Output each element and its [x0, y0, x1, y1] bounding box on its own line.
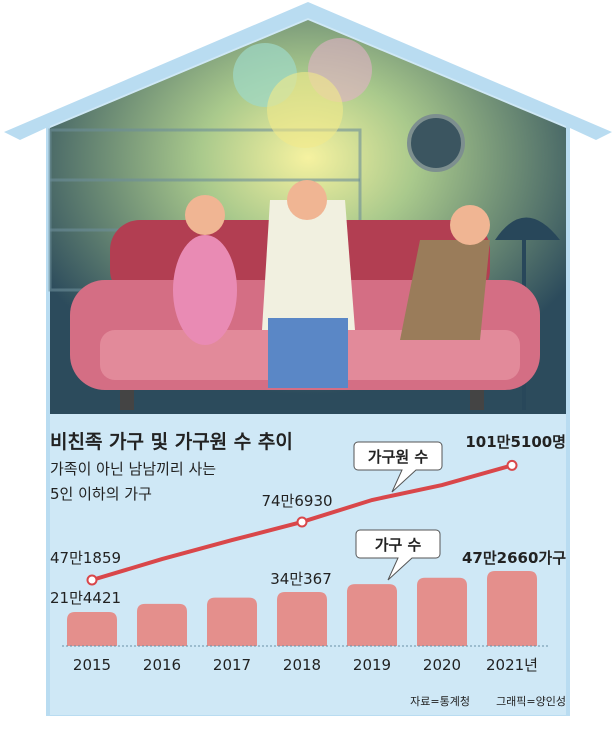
members-label-2018: 74만6930: [261, 492, 332, 510]
illustration: [48, 20, 566, 414]
bar-2017: [207, 597, 257, 646]
legend-callout-members: 가구원 수: [353, 441, 443, 493]
bar-2015: [67, 611, 117, 646]
x-tick-label: 2017: [213, 656, 251, 674]
source-text: 자료=통계청: [410, 695, 470, 708]
x-tick-label: 2021년: [486, 656, 538, 674]
x-tick-label: 2015: [73, 656, 111, 674]
legend-label-households: 가구 수: [375, 536, 422, 554]
legend-label-members: 가구원 수: [368, 448, 429, 466]
chart-title: 비친족 가구 및 가구원 수 추이: [50, 431, 293, 453]
bar-2019: [347, 584, 397, 646]
bar-2021년: [487, 570, 537, 646]
x-tick-label: 2020: [423, 656, 461, 674]
chart-subtitle-2: 5인 이하의 가구: [50, 485, 152, 503]
members-point-2021년: [506, 459, 518, 471]
households-label-2018: 34만367: [270, 570, 332, 588]
chart-subtitle-1: 가족이 아닌 남남끼리 사는: [50, 460, 216, 478]
legend-callout-households: 가구 수: [355, 529, 441, 581]
x-tick-label: 2016: [143, 656, 181, 674]
x-tick-label: 2019: [353, 656, 391, 674]
households-label-2015: 21만4421: [50, 589, 121, 607]
members-label-2021: 101만5100명: [465, 433, 566, 451]
credit-text: 그래픽=양인성: [496, 695, 566, 708]
bar-2018: [277, 591, 327, 646]
bar-2020: [417, 577, 467, 646]
x-tick-label: 2018: [283, 656, 321, 674]
members-label-2015: 47만1859: [50, 549, 121, 567]
members-point-2015: [86, 574, 98, 586]
members-point-2018: [296, 516, 308, 528]
households-label-2021: 47만2660가구: [462, 549, 566, 567]
bar-2016: [137, 603, 187, 646]
